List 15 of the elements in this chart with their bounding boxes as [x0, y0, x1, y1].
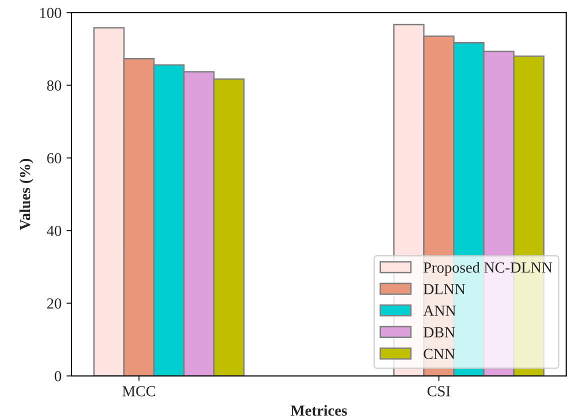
legend-label: CNN: [424, 348, 456, 360]
y-tick-label: 40: [46, 226, 62, 236]
y-tick-label: 100: [40, 8, 62, 18]
y-tick-label: 0: [54, 371, 62, 382]
legend-label: Proposed NC-DLNN: [424, 262, 552, 276]
x-tick-label: CSI: [428, 386, 450, 396]
legend-label: DLNN: [424, 284, 466, 294]
y-tick-label: 60: [47, 153, 62, 164]
legend-label: ANN: [423, 306, 456, 316]
x-axis-title: Metrices: [290, 405, 347, 416]
x-tick-label: MCC: [122, 386, 156, 396]
legend-label: DBN: [424, 327, 456, 338]
y-axis-title: Values (%): [19, 158, 34, 230]
y-tick-label: 20: [47, 298, 62, 309]
y-tick-label: 80: [47, 80, 62, 91]
